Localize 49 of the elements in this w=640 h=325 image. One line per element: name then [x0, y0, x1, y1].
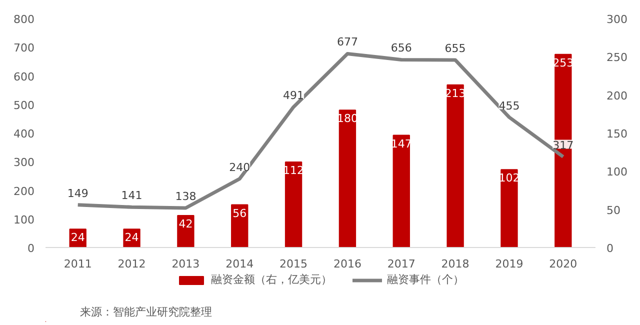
y2-tick-label: 0 — [606, 242, 614, 255]
x-tick-label: 2019 — [495, 258, 524, 270]
bar — [177, 214, 194, 248]
bar — [338, 110, 356, 248]
y2-tick-label: 250 — [606, 51, 628, 64]
data-label: 42 — [178, 217, 193, 230]
y-tick-label: 0 — [28, 242, 34, 255]
data-label: 138 — [175, 190, 196, 203]
x-tick-label: 2014 — [226, 258, 254, 270]
data-label: 317 — [552, 138, 574, 152]
y-tick-label: 200 — [14, 184, 35, 198]
x-tick-label: 2011 — [64, 258, 92, 270]
y2-tick-label: 300 — [606, 13, 628, 26]
data-label: 677 — [336, 36, 358, 49]
x-tick-label: 2018 — [441, 258, 470, 270]
y2-tick-label: 100 — [606, 166, 628, 179]
x-tick-label: 2013 — [172, 258, 200, 270]
y-tick-label: 800 — [14, 13, 35, 26]
y-tick-label: 300 — [14, 156, 35, 170]
y2-tick-label: 50 — [606, 204, 620, 217]
x-tick-label: 2015 — [280, 258, 308, 270]
x-tick-label: 2016 — [333, 258, 362, 270]
x-tick-label: 2020 — [549, 258, 578, 270]
data-label: 24 — [70, 231, 85, 244]
data-label: 655 — [444, 42, 466, 56]
data-label: 656 — [390, 42, 412, 55]
y2-tick-label: 150 — [606, 128, 628, 140]
y-tick-label: 400 — [14, 128, 35, 140]
data-label: 455 — [498, 99, 520, 112]
x-tick-label: 2012 — [118, 258, 146, 270]
data-label: 56 — [232, 206, 247, 220]
bar — [446, 84, 464, 248]
y-tick-label: 600 — [14, 70, 35, 84]
bar — [392, 134, 410, 248]
data-label: 149 — [67, 186, 88, 200]
legend-label: 融资事件（个） — [387, 272, 464, 287]
data-label: 240 — [229, 160, 250, 174]
y-tick-label: 500 — [14, 98, 35, 112]
y2-tick-label: 200 — [606, 89, 628, 102]
y-tick-label: 700 — [14, 42, 35, 55]
data-label: 141 — [121, 189, 142, 202]
y-tick-label: 100 — [14, 213, 35, 226]
legend-label: 融资金额（右，亿美元） — [211, 272, 332, 287]
data-label: 24 — [124, 231, 139, 244]
bar — [554, 54, 572, 248]
x-tick-label: 2017 — [387, 258, 416, 270]
bar — [500, 169, 518, 248]
data-label: 491 — [283, 88, 304, 102]
source-note: 来源：智能产业研究院整理 — [80, 306, 212, 318]
